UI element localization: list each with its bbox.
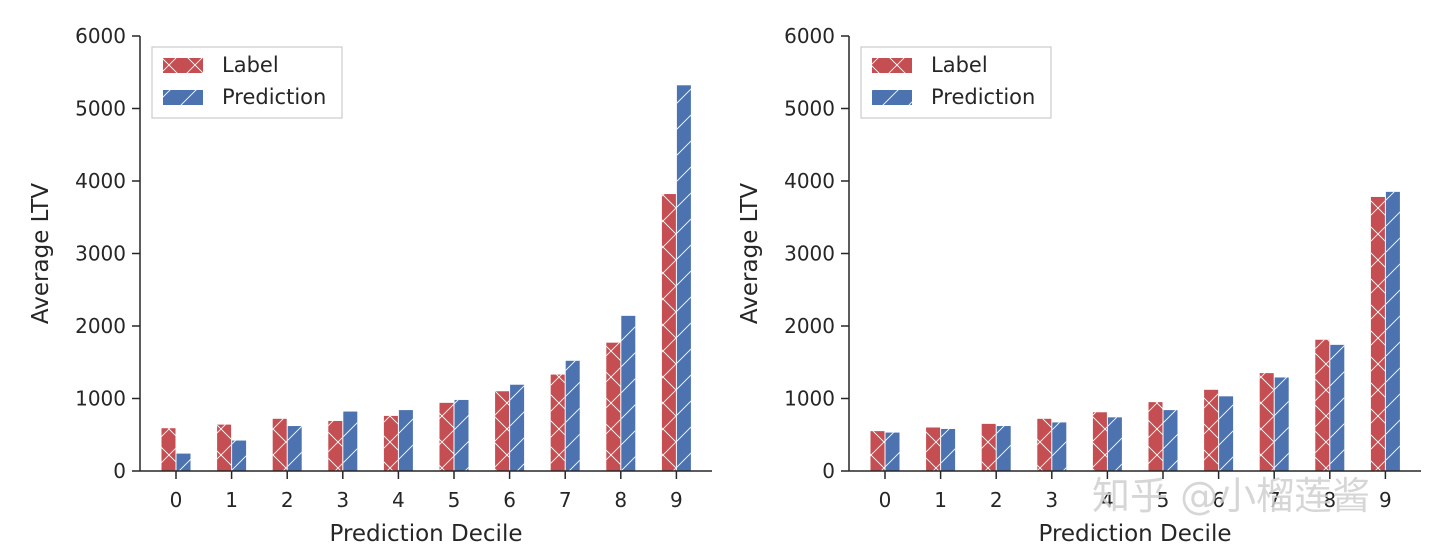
- bar-hatch-label-2: [981, 423, 996, 471]
- bar-hatch-label-7: [550, 374, 565, 471]
- x-axis-label: Prediction Decile: [1038, 521, 1231, 547]
- bar-hatch-label-8: [606, 342, 621, 471]
- x-tick-label: 0: [879, 488, 892, 512]
- bar-hatch-label-5: [1148, 402, 1163, 471]
- y-axis-label: Average LTV: [737, 183, 763, 324]
- legend-swatch-hatch: [872, 58, 912, 73]
- bar-hatch-prediction-6: [510, 384, 525, 471]
- x-tick-label: 7: [559, 488, 572, 512]
- bar-hatch-label-1: [217, 424, 232, 471]
- bar-hatch-prediction-1: [941, 428, 956, 471]
- chart-right: 0 1000 2000 3000 4000 5000 6000 0 1 2 3 4 5 6 7 8 9 Predi…: [737, 24, 1421, 547]
- x-tick-label: 8: [1323, 488, 1336, 512]
- x-tick-label: 3: [336, 488, 349, 512]
- legend: Label Prediction: [860, 46, 1052, 119]
- x-tick-label: 1: [225, 488, 238, 512]
- y-tick-label: 2000: [784, 314, 835, 338]
- bar-hatch-label-5: [439, 402, 454, 471]
- bar-hatch-label-1: [926, 427, 941, 471]
- bar-hatch-label-3: [328, 420, 343, 471]
- bar-hatch-prediction-4: [1107, 417, 1122, 471]
- bar-hatch-label-4: [383, 415, 398, 471]
- bar-hatch-label-9: [661, 194, 676, 472]
- x-tick-label: 4: [1101, 488, 1114, 512]
- y-tick-label: 4000: [784, 169, 835, 193]
- bar-hatch-label-6: [1204, 389, 1219, 471]
- bar-hatch-label-7: [1259, 373, 1274, 471]
- legend-label-prediction: Prediction: [222, 85, 326, 109]
- y-tick-label: 5000: [784, 97, 835, 121]
- x-tick-label: 7: [1268, 488, 1281, 512]
- y-tick-label: 2000: [75, 314, 126, 338]
- bar-hatch-prediction-5: [1163, 410, 1178, 471]
- bar-hatch-prediction-9: [1385, 191, 1400, 471]
- bar-hatch-label-8: [1315, 339, 1330, 471]
- bar-hatch-prediction-3: [1052, 422, 1067, 471]
- bar-hatch-prediction-6: [1219, 396, 1234, 471]
- x-tick-label: 4: [392, 488, 405, 512]
- y-tick-label: 0: [822, 459, 835, 483]
- bar-hatch-prediction-2: [996, 426, 1011, 471]
- y-tick-label: 6000: [75, 24, 126, 48]
- chart-left: 0 1000 2000 3000 4000 5000 6000 0 1 2 3 4 5 6 7 8 9 Predi…: [28, 24, 712, 547]
- y-tick-label: 3000: [75, 242, 126, 266]
- legend-swatch-hatch: [872, 90, 912, 105]
- bar-hatch-prediction-7: [565, 360, 580, 471]
- x-axis-label: Prediction Decile: [329, 521, 522, 547]
- bar-hatch-prediction-9: [676, 85, 691, 472]
- bar-hatch-label-9: [1370, 196, 1385, 471]
- legend-swatch-hatch: [163, 58, 203, 73]
- y-axis-label: Average LTV: [28, 183, 54, 324]
- x-tick-label: 1: [934, 488, 947, 512]
- y-tick-label: 6000: [784, 24, 835, 48]
- bar-hatch-label-0: [161, 428, 176, 471]
- bar-hatch-prediction-0: [176, 453, 191, 471]
- bar-hatch-label-4: [1092, 412, 1107, 471]
- legend-label-label: Label: [931, 53, 988, 77]
- x-tick-label: 9: [1379, 488, 1392, 512]
- bar-hatch-prediction-3: [343, 411, 358, 471]
- legend: Label Prediction: [151, 46, 343, 119]
- x-tick-label: 3: [1045, 488, 1058, 512]
- x-tick-label: 6: [503, 488, 516, 512]
- watermark-text: 知乎 @小榴莲酱: [1092, 474, 1370, 518]
- legend-swatch-hatch: [163, 90, 203, 105]
- legend-label-prediction: Prediction: [931, 85, 1035, 109]
- x-tick-label: 9: [670, 488, 683, 512]
- y-tick-label: 1000: [784, 387, 835, 411]
- y-tick-label: 1000: [75, 387, 126, 411]
- x-tick-label: 2: [281, 488, 294, 512]
- bar-hatch-prediction-7: [1274, 377, 1289, 471]
- x-tick-label: 2: [990, 488, 1003, 512]
- bar-hatch-prediction-2: [287, 426, 302, 471]
- bar-hatch-prediction-1: [232, 440, 247, 471]
- bar-hatch-prediction-8: [1330, 344, 1345, 471]
- legend-label-label: Label: [222, 53, 279, 77]
- bar-hatch-label-2: [272, 418, 287, 471]
- x-tick-label: 8: [614, 488, 627, 512]
- y-tick-label: 3000: [784, 242, 835, 266]
- bar-hatch-prediction-8: [621, 315, 636, 471]
- y-tick-label: 0: [113, 459, 126, 483]
- x-tick-label: 0: [170, 488, 183, 512]
- y-tick-label: 5000: [75, 97, 126, 121]
- bar-hatch-label-0: [870, 431, 885, 471]
- bar-hatch-prediction-5: [454, 399, 469, 471]
- x-tick-label: 6: [1212, 488, 1225, 512]
- x-tick-label: 5: [1157, 488, 1170, 512]
- bar-hatch-prediction-4: [398, 410, 413, 471]
- x-tick-label: 5: [448, 488, 461, 512]
- bar-hatch-prediction-0: [885, 432, 900, 471]
- y-tick-label: 4000: [75, 169, 126, 193]
- bar-hatch-label-3: [1037, 418, 1052, 471]
- bar-hatch-label-6: [495, 391, 510, 471]
